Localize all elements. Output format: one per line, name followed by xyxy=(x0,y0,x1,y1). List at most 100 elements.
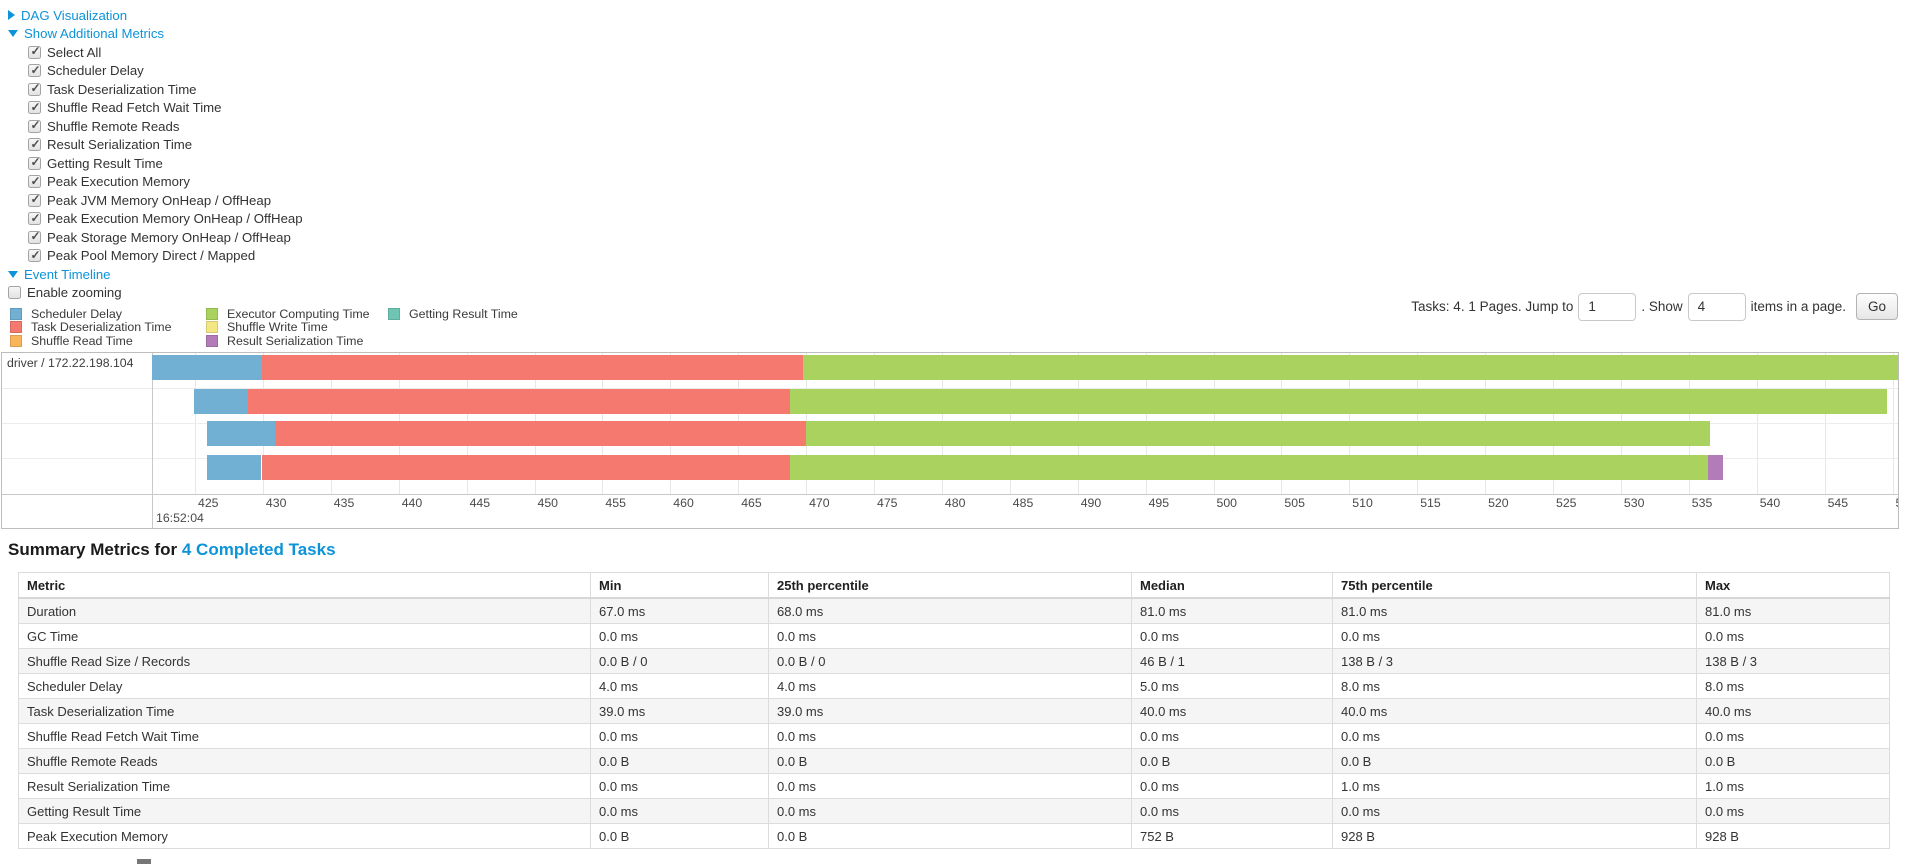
metric-value-cell: 40.0 ms xyxy=(1332,698,1697,724)
enable-zooming-checkbox[interactable] xyxy=(8,286,21,300)
timeline-bar-executor-computing[interactable] xyxy=(789,454,1708,480)
metric-checkbox-label: Shuffle Read Fetch Wait Time xyxy=(47,100,222,116)
metric-value-cell: 0.0 ms xyxy=(1696,798,1890,824)
metric-checkbox[interactable] xyxy=(28,118,41,133)
row-divider xyxy=(2,388,1898,389)
metric-value-cell: 0.0 ms xyxy=(1332,798,1697,824)
metric-value-cell: 138 B / 3 xyxy=(1696,648,1890,674)
tick-label: 500 xyxy=(1216,495,1238,510)
metric-value-cell: 0.0 ms xyxy=(590,773,769,799)
metric-checkbox[interactable] xyxy=(28,192,41,207)
legend-column: Getting Result Time xyxy=(388,307,518,321)
metric-value-cell: 68.0 ms xyxy=(768,597,1132,624)
tick-label: 495 xyxy=(1148,495,1170,510)
shuffle-write-swatch xyxy=(206,321,218,334)
metric-name-cell: GC Time xyxy=(18,623,591,649)
timeline-bar-scheduler-delay[interactable] xyxy=(207,421,276,446)
legend-item: Getting Result Time xyxy=(388,307,518,321)
show-text: . Show xyxy=(1641,299,1683,314)
column-header: Median xyxy=(1131,572,1333,599)
event-timeline-toggle[interactable]: Event Timeline xyxy=(8,265,303,284)
tick-label: 460 xyxy=(673,495,694,510)
metric-checkbox-label: Select All xyxy=(47,44,102,60)
timeline-bar-task-deserialization[interactable] xyxy=(248,389,790,414)
metric-value-cell: 4.0 ms xyxy=(590,673,769,699)
dag-visualization-link[interactable]: DAG Visualization xyxy=(21,7,128,23)
metric-checkbox[interactable] xyxy=(28,174,41,189)
metric-checkbox-row: Peak JVM Memory OnHeap / OffHeap xyxy=(8,191,303,210)
completed-tasks-link[interactable]: 4 Completed Tasks xyxy=(181,540,336,559)
metric-checkbox[interactable] xyxy=(28,229,41,244)
metric-value-cell: 0.0 B xyxy=(768,748,1132,774)
tick-label: 540 xyxy=(1759,495,1781,510)
metric-checkbox[interactable] xyxy=(28,44,41,59)
metric-value-cell: 0.0 B xyxy=(768,823,1132,849)
timeline-bar-task-deserialization[interactable] xyxy=(261,354,804,380)
show-additional-metrics-link[interactable]: Show Additional Metrics xyxy=(24,26,165,42)
metric-checkbox-row: Task Deserialization Time xyxy=(8,80,303,99)
metric-checkbox[interactable] xyxy=(28,100,41,115)
enable-zooming-row: Enable zooming xyxy=(8,284,303,303)
timeline-bar-scheduler-delay[interactable] xyxy=(207,454,262,480)
event-timeline-link[interactable]: Event Timeline xyxy=(24,266,111,282)
items-per-page-input[interactable] xyxy=(1687,292,1746,321)
metric-value-cell: 0.0 B / 0 xyxy=(590,648,769,674)
timeline-bar-executor-computing[interactable] xyxy=(803,354,1898,380)
table-row: Peak Execution Memory 0.0 B 0.0 B 752 B 928 … xyxy=(18,823,1890,849)
tasks-count-text: Tasks: 4. 1 Pages. Jump to xyxy=(1411,299,1574,314)
metric-value-cell: 0.0 ms xyxy=(768,623,1132,649)
timeline-bar-task-deserialization[interactable] xyxy=(261,454,790,480)
metric-checkbox-label: Peak Execution Memory xyxy=(47,174,190,190)
metric-value-cell: 0.0 ms xyxy=(590,723,769,749)
metric-checkbox[interactable] xyxy=(28,211,41,226)
metric-name-cell: Shuffle Remote Reads xyxy=(18,748,591,774)
table-row: Shuffle Read Size / Records 0.0 B / 0 0.0 … xyxy=(18,648,1890,674)
tick-label: 535 xyxy=(1691,495,1713,510)
metric-value-cell: 0.0 ms xyxy=(590,798,769,824)
items-in-page-text: items in a page. xyxy=(1750,299,1846,314)
metric-value-cell: 0.0 ms xyxy=(1131,723,1333,749)
metric-value-cell: 138 B / 3 xyxy=(1332,648,1697,674)
table-row: Getting Result Time 0.0 ms 0.0 ms 0.0 ms 0.0… xyxy=(18,798,1890,824)
tick-label: 445 xyxy=(469,495,491,510)
tick-label: 435 xyxy=(333,495,355,510)
metric-checkbox[interactable] xyxy=(28,137,41,152)
timeline-bar-scheduler-delay[interactable] xyxy=(193,389,248,414)
metric-value-cell: 81.0 ms xyxy=(1332,597,1697,624)
tick-label: 425 xyxy=(198,495,219,510)
timeline-bar-executor-computing[interactable] xyxy=(789,389,1888,414)
column-header: Min xyxy=(590,572,769,599)
metric-value-cell: 0.0 ms xyxy=(590,623,769,649)
show-additional-metrics-toggle[interactable]: Show Additional Metrics xyxy=(8,25,303,44)
metric-value-cell: 8.0 ms xyxy=(1696,673,1890,699)
go-button[interactable]: Go xyxy=(1855,293,1898,320)
table-header-row: Metric Min 25th percentile Median 75th perce… xyxy=(18,572,1890,599)
metric-checkbox[interactable] xyxy=(28,155,41,170)
timeline-bar-executor-computing[interactable] xyxy=(806,421,1711,446)
metric-value-cell: 0.0 B xyxy=(1332,748,1697,774)
metric-checkbox-label: Peak Pool Memory Direct / Mapped xyxy=(47,248,256,264)
tick-label: 485 xyxy=(1012,495,1034,510)
tick-label: 465 xyxy=(741,495,762,510)
metric-value-cell: 1.0 ms xyxy=(1696,773,1890,799)
summary-metrics-heading: Summary Metrics for 4 Completed Tasks xyxy=(8,540,336,560)
metric-checkbox[interactable] xyxy=(28,63,41,78)
metric-checkbox[interactable] xyxy=(28,81,41,96)
dag-visualization-toggle[interactable]: DAG Visualization xyxy=(8,6,303,25)
legend-label: Task Deserialization Time xyxy=(31,320,172,335)
timeline-bar-task-deserialization[interactable] xyxy=(275,421,807,446)
legend-item: Executor Computing Time xyxy=(206,307,370,321)
event-timeline-chart: 425 430 435 440 445 450 455 460 465 470 475 480 485 4… xyxy=(1,352,1899,529)
metric-value-cell: 0.0 B xyxy=(590,823,769,849)
metric-checkbox-label: Peak Storage Memory OnHeap / OffHeap xyxy=(47,229,291,245)
jump-to-page-input[interactable] xyxy=(1578,292,1637,321)
column-header: Max xyxy=(1696,572,1890,599)
timeline-bar-result-serialization[interactable] xyxy=(1707,454,1723,480)
column-header: 75th percentile xyxy=(1332,572,1697,599)
metric-name-cell: Result Serialization Time xyxy=(18,773,591,799)
metric-checkbox[interactable] xyxy=(28,248,41,263)
metric-checkbox-row: Getting Result Time xyxy=(8,154,303,173)
metric-value-cell: 0.0 B xyxy=(590,748,769,774)
tick-label: 515 xyxy=(1420,495,1441,510)
timeline-bar-scheduler-delay[interactable] xyxy=(151,354,262,380)
